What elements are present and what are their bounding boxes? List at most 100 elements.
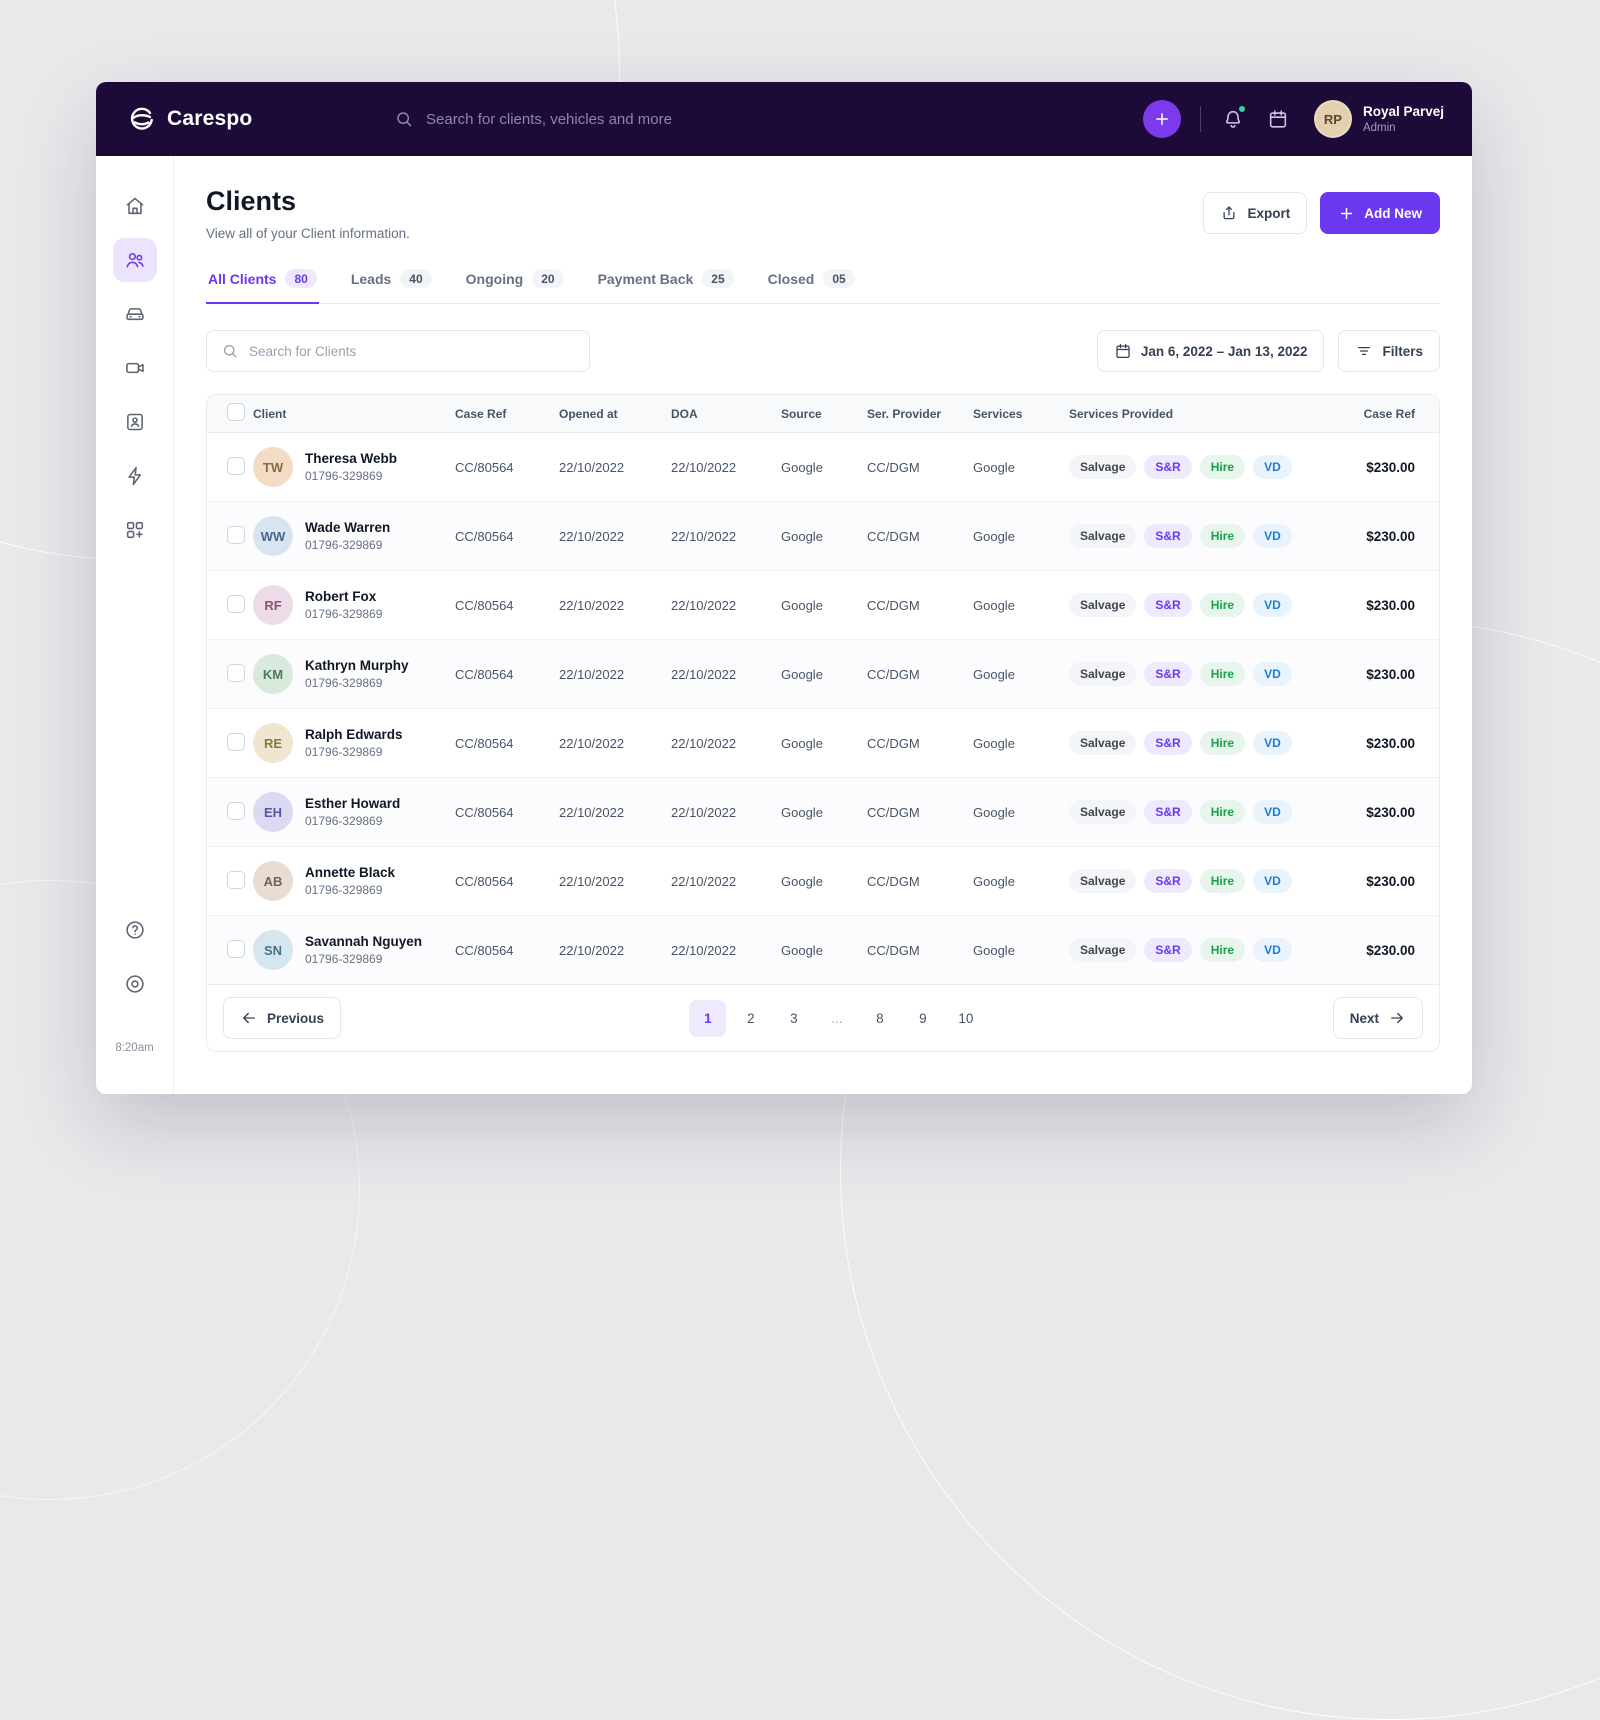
client-phone: 01796-329869	[305, 814, 383, 828]
tab-all-clients[interactable]: All Clients 80	[206, 269, 319, 304]
sidebar-item-help[interactable]	[113, 908, 157, 952]
user-role: Admin	[1362, 122, 1396, 134]
column-header: Source	[781, 406, 822, 421]
column-header: Client	[253, 406, 287, 421]
clients-table: Client Case Ref Opened at DOA Source Ser. Pro…	[206, 394, 1440, 1052]
tab-closed[interactable]: Closed 05	[766, 269, 857, 304]
table-row: RF Robert Fox 01796-329869 CC/80564 22/10/20…	[207, 571, 1439, 640]
sidebar-item-home[interactable]	[113, 184, 157, 228]
amount: $230.00	[1366, 459, 1415, 475]
previous-button[interactable]: Previous	[223, 997, 342, 1039]
client-cell: EH Esther Howard 01796-329869	[253, 792, 455, 832]
row-checkbox[interactable]	[227, 663, 245, 682]
page-10[interactable]: 10	[947, 1000, 984, 1037]
opened-at: 22/10/2022	[559, 735, 625, 751]
sidebar-item-apps[interactable]	[113, 508, 157, 552]
opened-at: 22/10/2022	[559, 459, 625, 475]
sidebar-item-vehicles[interactable]	[113, 292, 157, 336]
tab-ongoing[interactable]: Ongoing 20	[464, 269, 566, 304]
row-checkbox[interactable]	[227, 525, 245, 544]
sidebar-item-activity[interactable]	[113, 454, 157, 498]
tab-count: 40	[400, 269, 432, 288]
client-name: Ralph Edwards	[305, 727, 403, 742]
row-checkbox[interactable]	[227, 939, 245, 958]
plus-icon	[1153, 110, 1171, 128]
arrow-left-icon	[240, 1009, 258, 1027]
tab-label: Closed	[767, 270, 815, 287]
date-range-label: Jan 6, 2022 – Jan 13, 2022	[1140, 343, 1308, 359]
sidebar-item-settings[interactable]	[113, 962, 157, 1006]
amount: $230.00	[1366, 873, 1415, 889]
source: Google	[781, 942, 823, 958]
page-9[interactable]: 9	[904, 1000, 941, 1037]
client-avatar: TW	[253, 447, 293, 487]
doa: 22/10/2022	[671, 735, 737, 751]
amount: $230.00	[1366, 666, 1415, 682]
badge-sr: S&R	[1144, 662, 1192, 686]
row-checkbox[interactable]	[227, 870, 245, 889]
tab-leads[interactable]: Leads 40	[349, 269, 434, 304]
global-search[interactable]	[394, 109, 1123, 129]
row-checkbox[interactable]	[227, 801, 245, 820]
table-row: EH Esther Howard 01796-329869 CC/80564 22/10…	[207, 778, 1439, 847]
amount: $230.00	[1366, 528, 1415, 544]
row-checkbox[interactable]	[227, 732, 245, 751]
select-all-checkbox[interactable]	[227, 403, 245, 421]
top-bar: Carespo	[96, 82, 1472, 156]
divider	[1199, 106, 1201, 132]
page-1[interactable]: 1	[689, 999, 727, 1037]
client-avatar: RF	[253, 585, 293, 625]
source: Google	[781, 873, 823, 889]
export-icon	[1220, 204, 1238, 222]
client-phone: 01796-329869	[305, 607, 383, 621]
add-new-button[interactable]: Add New	[1320, 192, 1440, 234]
top-bar-actions: RP Royal Parvej Admin	[1142, 100, 1444, 138]
page-2[interactable]: 2	[732, 1000, 769, 1037]
clients-search-input[interactable]	[249, 343, 575, 359]
next-label: Next	[1349, 1010, 1379, 1026]
client-name: Esther Howard	[305, 796, 401, 811]
page-3[interactable]: 3	[775, 1000, 812, 1037]
settings-icon	[124, 973, 146, 995]
sidebar-item-camera[interactable]	[113, 346, 157, 390]
row-checkbox[interactable]	[227, 456, 245, 475]
client-phone: 01796-329869	[305, 745, 383, 759]
next-button[interactable]: Next	[1332, 997, 1423, 1039]
case-ref: CC/80564	[455, 942, 514, 958]
quick-add-button[interactable]	[1142, 100, 1181, 138]
client-name: Savannah Nguyen	[305, 934, 423, 949]
services: Google	[973, 735, 1015, 751]
case-ref: CC/80564	[455, 528, 514, 544]
source: Google	[781, 597, 823, 613]
page-8[interactable]: 8	[861, 1000, 898, 1037]
export-button[interactable]: Export	[1203, 192, 1308, 234]
table-header: Client Case Ref Opened at DOA Source Ser. Pro…	[207, 395, 1439, 433]
global-search-input[interactable]	[426, 110, 1123, 128]
client-avatar: AB	[253, 861, 293, 901]
brand-name: Carespo	[167, 107, 253, 130]
notifications-button[interactable]	[1220, 105, 1246, 132]
calendar-button[interactable]	[1265, 106, 1291, 132]
filter-icon	[1355, 342, 1373, 360]
filters-button[interactable]: Filters	[1338, 330, 1440, 372]
badge-sr: S&R	[1144, 869, 1192, 893]
date-range-button[interactable]: Jan 6, 2022 – Jan 13, 2022	[1096, 330, 1325, 372]
search-icon	[394, 109, 414, 129]
pagination-pages: 1 2 3... 8 9 10	[689, 999, 984, 1037]
user-menu[interactable]: RP Royal Parvej Admin	[1313, 100, 1444, 138]
sidebar-item-clients[interactable]	[112, 238, 157, 282]
sidebar-item-contacts[interactable]	[113, 400, 157, 444]
row-checkbox[interactable]	[227, 594, 245, 613]
doa: 22/10/2022	[671, 459, 737, 475]
client-avatar: KM	[253, 654, 293, 694]
clients-search[interactable]	[206, 330, 590, 372]
sidebar-nav-top	[112, 184, 157, 552]
source: Google	[781, 666, 823, 682]
column-header: Case Ref	[1363, 406, 1415, 421]
plus-icon	[1338, 205, 1355, 222]
app-window: Carespo	[96, 82, 1472, 1094]
opened-at: 22/10/2022	[559, 942, 625, 958]
amount: $230.00	[1366, 597, 1415, 613]
tab-payment-back[interactable]: Payment Back 25	[596, 269, 736, 304]
doa: 22/10/2022	[671, 804, 737, 820]
